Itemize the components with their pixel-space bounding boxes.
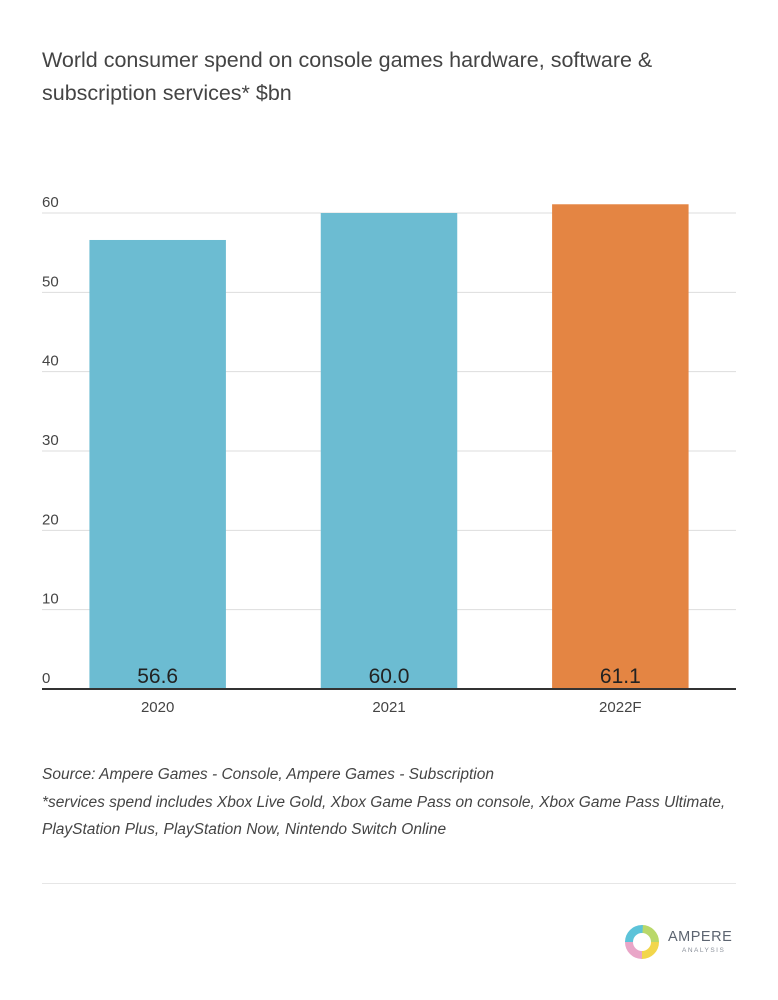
x-tick-label: 2021 <box>372 699 405 716</box>
x-axis-ticks: 2020 2021 2022F <box>141 699 642 716</box>
bar-2022f <box>552 204 689 690</box>
y-tick-label: 10 <box>42 591 59 608</box>
logo-wordmark: AMPERE <box>668 929 733 945</box>
logo-subtitle: ANALYSIS <box>682 947 726 954</box>
bar-value-label: 56.6 <box>137 665 178 688</box>
ampere-ring-logo-icon <box>625 925 659 959</box>
x-tick-label: 2020 <box>141 699 174 716</box>
y-tick-label: 60 <box>42 194 59 211</box>
y-tick-label: 0 <box>42 670 50 687</box>
y-tick-label: 20 <box>42 511 59 528</box>
source-line: Source: Ampere Games - Console, Ampere G… <box>42 766 494 783</box>
footer-divider <box>42 883 736 884</box>
bar-value-label: 60.0 <box>369 665 410 688</box>
y-axis-ticks: 0 10 20 30 40 50 60 <box>42 194 59 687</box>
y-tick-label: 30 <box>42 432 59 449</box>
services-footnote: *services spend includes Xbox Live Gold,… <box>42 793 730 839</box>
bar-value-label: 61.1 <box>600 665 641 688</box>
x-tick-label: 2022F <box>599 699 642 716</box>
chart-title: World consumer spend on console games ha… <box>42 48 653 105</box>
bar-2021 <box>320 213 458 689</box>
bar-value-labels: 56.6 60.0 61.1 <box>137 665 641 688</box>
y-tick-label: 50 <box>42 273 59 290</box>
y-tick-label: 40 <box>42 353 59 370</box>
bar-2020 <box>89 239 226 689</box>
bar-chart: 0 10 20 30 40 50 60 56.6 60.0 61.1 2020 2021 2022F <box>42 194 736 716</box>
ampere-logo: AMPERE ANALYSIS <box>622 920 742 964</box>
source-note: Source: Ampere Games - Console, Ampere G… <box>42 761 742 844</box>
bars <box>89 204 689 690</box>
